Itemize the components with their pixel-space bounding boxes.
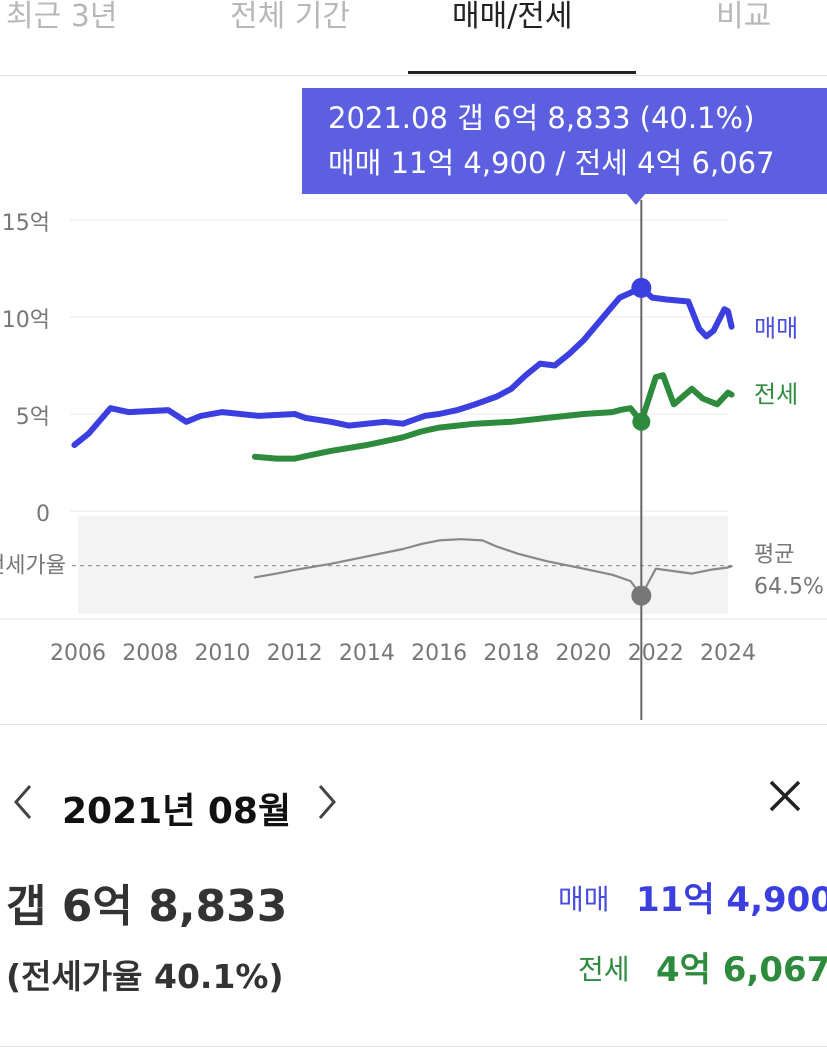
jeonse-label: 전세 [578, 953, 630, 986]
tooltip-gap-line: 2021.08 갭 6억 8,833 (40.1%) [328, 101, 755, 135]
x-tick-label: 2024 [700, 641, 756, 666]
y-tick-label: 5억 [16, 405, 50, 430]
active-tab-underline [408, 71, 636, 74]
average-value: 64.5% [754, 575, 824, 600]
average-label: 평균 [754, 543, 794, 568]
selected-point-jeonse [632, 412, 651, 431]
chart-bottom-divider [0, 724, 827, 725]
x-tick-label: 2014 [339, 641, 395, 666]
selected-month: 2021년 08월 [62, 791, 292, 832]
x-tick-label: 2020 [556, 641, 612, 666]
tab-sale-jeonse[interactable]: 매매/전세 [452, 0, 573, 34]
sale-value: 11억 4,900 [636, 880, 827, 920]
tooltip-price-line: 매매 11억 4,900 / 전세 4억 6,067 [328, 146, 775, 180]
tab-compare[interactable]: 비교 [716, 0, 772, 34]
tab-recent-3y[interactable]: 최근 3년 [6, 0, 118, 34]
ratio-axis-label: 전세가율 [0, 554, 66, 579]
chevron-left-icon[interactable] [10, 782, 36, 829]
selected-point-sale [631, 277, 652, 298]
gap-amount: 갭 6억 8,833 [6, 881, 288, 932]
series-line-jeonse [251, 372, 735, 462]
x-tick-label: 2006 [50, 641, 106, 666]
selected-point-ratio [631, 585, 652, 606]
jeonse-ratio: (전세가율 40.1%) [6, 957, 284, 996]
ratio-band [78, 516, 728, 614]
tooltip-pointer [626, 193, 646, 205]
chart-tooltip: 2021.08 갭 6억 8,833 (40.1%) 매매 11억 4,900 … [302, 88, 827, 194]
jeonse-value: 4억 6,067 [656, 950, 827, 990]
series-line-ratio [253, 538, 733, 597]
sale-label: 매매 [558, 883, 610, 916]
x-tick-label: 2016 [411, 641, 467, 666]
series-label-jeonse: 전세 [754, 381, 798, 409]
x-tick-label: 2012 [267, 641, 323, 666]
x-tick-label: 2022 [628, 641, 684, 666]
y-tick-label: 15억 [2, 211, 50, 236]
x-tick-label: 2018 [483, 641, 539, 666]
close-icon[interactable] [765, 776, 805, 824]
x-tick-label: 2008 [122, 641, 178, 666]
x-tick-label: 2010 [194, 641, 250, 666]
y-tick-label: 0 [36, 502, 50, 527]
y-tick-label: 10억 [2, 308, 50, 333]
series-line-sale [71, 284, 735, 448]
period-tabs: 최근 3년 전체 기간 매매/전세 비교 [0, 0, 827, 76]
detail-bottom-divider [0, 1046, 827, 1047]
chevron-right-icon[interactable] [314, 782, 340, 829]
series-label-sale: 매매 [754, 315, 798, 343]
tab-all-period[interactable]: 전체 기간 [230, 0, 350, 34]
